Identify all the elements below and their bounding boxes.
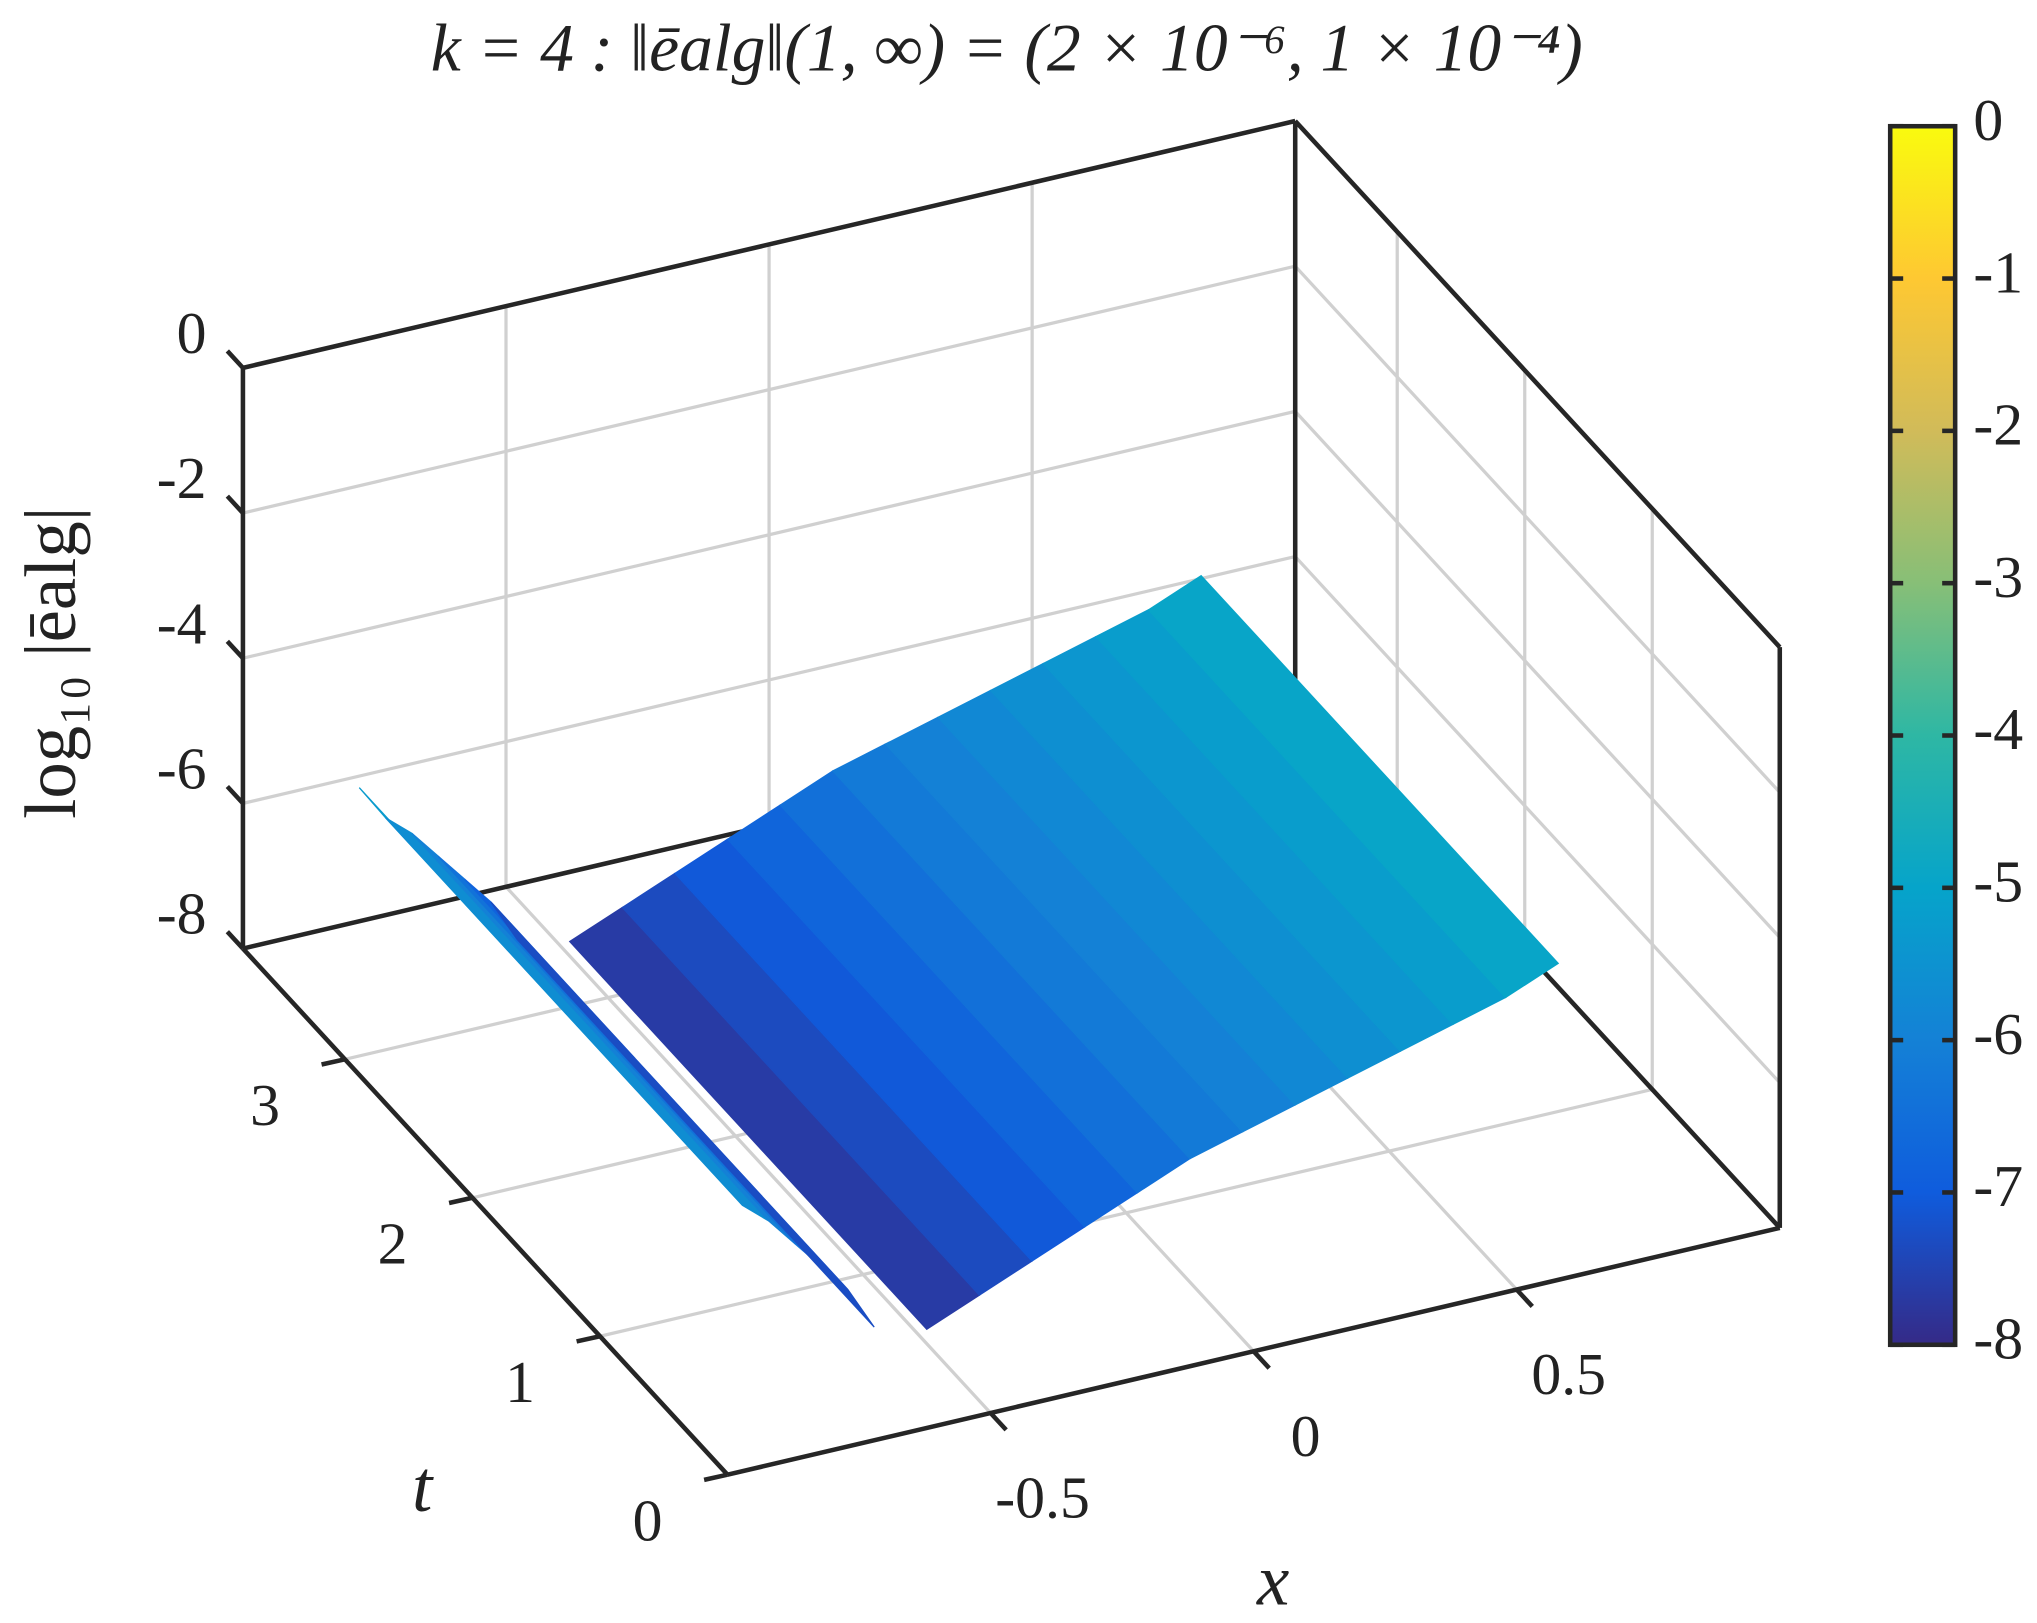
tick-mark <box>1251 1349 1271 1370</box>
tick-mark <box>225 930 245 951</box>
grid-line <box>1294 555 1781 1084</box>
z-axis-label: log₁₀ |ēalg| <box>10 507 91 819</box>
axis-box <box>242 118 1296 371</box>
surface-patch <box>490 901 875 1328</box>
x-axis-label: x <box>1256 1539 1289 1620</box>
tick-mark <box>321 1057 346 1067</box>
x-tick-label: 0 <box>1291 1403 1321 1469</box>
grid-line <box>504 885 992 1415</box>
surface-patch <box>1147 574 1560 999</box>
colorbar-tick-label: -5 <box>1973 849 2023 915</box>
grid-line <box>242 264 1296 515</box>
tick-mark <box>1515 1288 1534 1309</box>
z-tick-label: 0 <box>177 300 207 366</box>
grid-line <box>599 1087 1653 1338</box>
t-tick-label: 1 <box>505 1349 535 1415</box>
t-tick-label: 3 <box>250 1072 280 1138</box>
x-tick-label: -0.5 <box>995 1465 1090 1531</box>
tick-mark <box>988 1411 1008 1432</box>
t-tick-label: 0 <box>633 1487 663 1553</box>
t-axis <box>241 947 730 1477</box>
tick-mark <box>225 494 245 515</box>
grid-line <box>1294 265 1781 794</box>
z-tick-label: -4 <box>157 590 207 656</box>
axis-box <box>1293 119 1782 649</box>
tick-mark <box>225 349 245 370</box>
grid-line <box>242 409 1296 660</box>
colorbar-tick-label: -6 <box>1973 1001 2023 1067</box>
colorbar-tick-label: -4 <box>1973 696 2023 762</box>
tick-mark <box>448 1195 473 1206</box>
colorbar-tick-label: -2 <box>1973 392 2023 458</box>
chart-title: k = 4 : ‖ēalg‖(1, ∞) = (2 × 10⁻⁶, 1 × 10… <box>431 10 1583 85</box>
colorbar-tick-label: -3 <box>1973 544 2023 610</box>
tick-mark <box>225 639 245 660</box>
colorbar-tick-label: -1 <box>1973 239 2023 305</box>
z-tick-label: -2 <box>157 445 207 511</box>
z-tick-label: -8 <box>157 881 207 947</box>
t-tick-label: 2 <box>378 1210 408 1276</box>
tick-mark <box>703 1472 728 1483</box>
z-tick-label: -6 <box>157 736 207 802</box>
t-axis-label: t <box>412 1446 434 1527</box>
x-tick-label: 0.5 <box>1531 1341 1606 1407</box>
tick-mark <box>576 1334 601 1344</box>
colorbar-tick-label: -8 <box>1973 1306 2023 1372</box>
grid-line <box>1294 410 1781 939</box>
colorbar-tick-label: 0 <box>1973 87 2003 153</box>
colorbar-tick-label: -7 <box>1973 1153 2023 1219</box>
tick-mark <box>225 784 245 805</box>
grid-line <box>242 554 1296 805</box>
